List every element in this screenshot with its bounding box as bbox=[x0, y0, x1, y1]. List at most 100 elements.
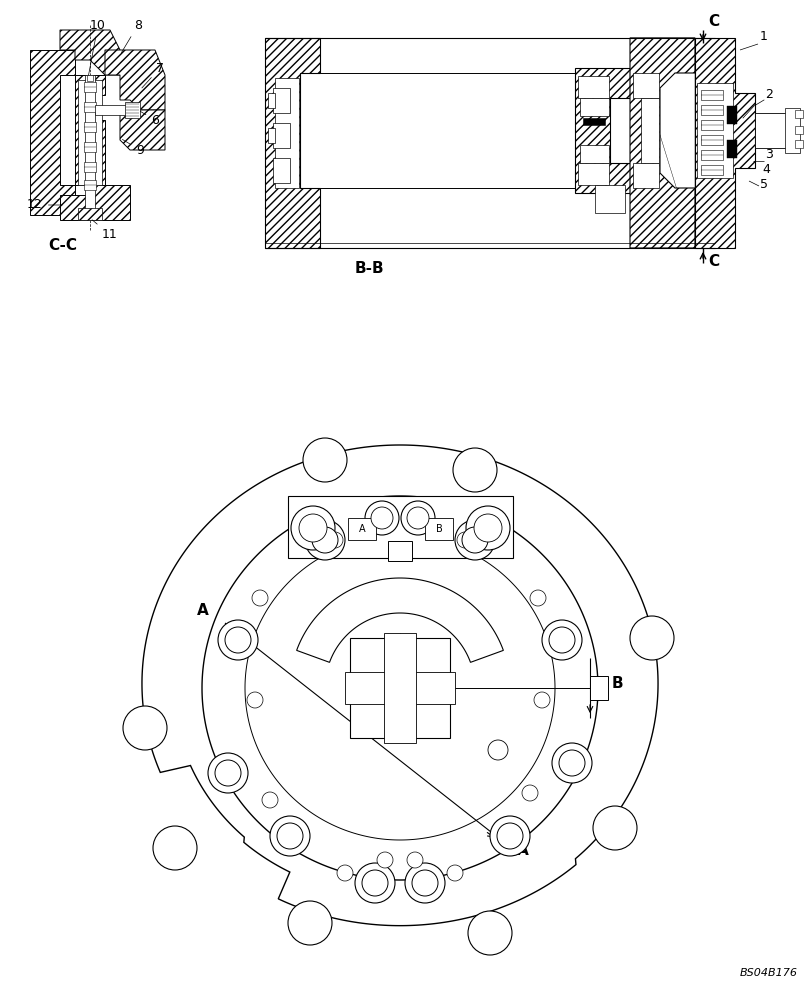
Polygon shape bbox=[794, 140, 802, 148]
Text: 8: 8 bbox=[122, 19, 142, 53]
Polygon shape bbox=[388, 541, 411, 561]
Circle shape bbox=[629, 616, 673, 660]
Polygon shape bbox=[84, 122, 96, 132]
Polygon shape bbox=[629, 38, 694, 248]
Text: 3: 3 bbox=[764, 148, 772, 161]
Polygon shape bbox=[754, 113, 794, 148]
Circle shape bbox=[354, 863, 394, 903]
Polygon shape bbox=[30, 50, 75, 215]
Polygon shape bbox=[142, 445, 657, 926]
Polygon shape bbox=[84, 82, 96, 92]
Text: A: A bbox=[197, 603, 208, 618]
Circle shape bbox=[217, 620, 258, 660]
Circle shape bbox=[262, 792, 277, 808]
Polygon shape bbox=[245, 536, 554, 840]
Circle shape bbox=[215, 760, 241, 786]
Polygon shape bbox=[202, 496, 597, 880]
Polygon shape bbox=[60, 195, 90, 220]
Polygon shape bbox=[594, 185, 624, 213]
Text: A: A bbox=[517, 843, 528, 858]
Polygon shape bbox=[700, 90, 722, 100]
Polygon shape bbox=[590, 676, 607, 700]
Circle shape bbox=[305, 520, 345, 560]
Text: B-B: B-B bbox=[354, 261, 384, 276]
Circle shape bbox=[311, 527, 337, 553]
Polygon shape bbox=[629, 38, 694, 248]
Circle shape bbox=[474, 514, 501, 542]
Circle shape bbox=[298, 514, 327, 542]
Polygon shape bbox=[84, 142, 96, 152]
Polygon shape bbox=[794, 110, 802, 118]
Polygon shape bbox=[696, 83, 732, 178]
Polygon shape bbox=[78, 80, 102, 185]
Polygon shape bbox=[75, 75, 105, 185]
Circle shape bbox=[592, 806, 636, 850]
Polygon shape bbox=[90, 185, 130, 220]
Circle shape bbox=[406, 507, 428, 529]
Circle shape bbox=[548, 627, 574, 653]
Polygon shape bbox=[84, 102, 96, 112]
Text: C: C bbox=[707, 14, 719, 29]
Polygon shape bbox=[272, 123, 290, 148]
Polygon shape bbox=[577, 76, 608, 98]
Text: C-C: C-C bbox=[48, 238, 77, 253]
Text: BS04B176: BS04B176 bbox=[739, 968, 797, 978]
Circle shape bbox=[551, 743, 591, 783]
Polygon shape bbox=[700, 165, 722, 175]
Polygon shape bbox=[579, 98, 608, 116]
Circle shape bbox=[453, 448, 496, 492]
Polygon shape bbox=[640, 98, 659, 163]
Text: B: B bbox=[435, 524, 442, 534]
Text: 11: 11 bbox=[92, 220, 118, 241]
Text: 6: 6 bbox=[140, 111, 159, 127]
Polygon shape bbox=[700, 120, 722, 130]
Polygon shape bbox=[700, 150, 722, 160]
Circle shape bbox=[251, 590, 268, 606]
Circle shape bbox=[401, 501, 435, 535]
Polygon shape bbox=[694, 38, 754, 248]
Polygon shape bbox=[350, 638, 449, 738]
Circle shape bbox=[376, 852, 393, 868]
Polygon shape bbox=[384, 633, 415, 743]
Circle shape bbox=[337, 865, 353, 881]
Polygon shape bbox=[700, 135, 722, 145]
Polygon shape bbox=[574, 68, 629, 193]
Polygon shape bbox=[272, 158, 290, 183]
Polygon shape bbox=[579, 145, 608, 163]
Polygon shape bbox=[84, 162, 96, 172]
Polygon shape bbox=[633, 73, 659, 98]
Circle shape bbox=[530, 590, 545, 606]
Circle shape bbox=[303, 438, 346, 482]
Circle shape bbox=[362, 870, 388, 896]
Text: C: C bbox=[707, 254, 719, 269]
Polygon shape bbox=[345, 672, 454, 704]
Circle shape bbox=[327, 532, 342, 548]
Circle shape bbox=[487, 740, 508, 760]
Polygon shape bbox=[272, 88, 290, 113]
Polygon shape bbox=[348, 518, 375, 540]
Polygon shape bbox=[84, 180, 96, 190]
Polygon shape bbox=[424, 518, 453, 540]
Text: 12: 12 bbox=[27, 198, 62, 212]
Polygon shape bbox=[120, 110, 165, 150]
Text: A: A bbox=[358, 524, 365, 534]
Polygon shape bbox=[577, 163, 608, 185]
Polygon shape bbox=[60, 30, 120, 75]
Polygon shape bbox=[268, 93, 275, 108]
Polygon shape bbox=[582, 118, 604, 125]
Circle shape bbox=[446, 865, 462, 881]
Text: 7: 7 bbox=[142, 62, 164, 88]
Circle shape bbox=[541, 620, 581, 660]
Circle shape bbox=[454, 520, 495, 560]
Polygon shape bbox=[264, 38, 320, 248]
Polygon shape bbox=[700, 105, 722, 115]
Circle shape bbox=[467, 911, 512, 955]
Text: 9: 9 bbox=[122, 139, 144, 157]
Text: 10: 10 bbox=[88, 19, 105, 75]
Circle shape bbox=[277, 823, 303, 849]
Polygon shape bbox=[726, 140, 736, 158]
Circle shape bbox=[365, 501, 398, 535]
Circle shape bbox=[466, 506, 509, 550]
Polygon shape bbox=[784, 108, 799, 153]
Text: 2: 2 bbox=[764, 88, 772, 101]
